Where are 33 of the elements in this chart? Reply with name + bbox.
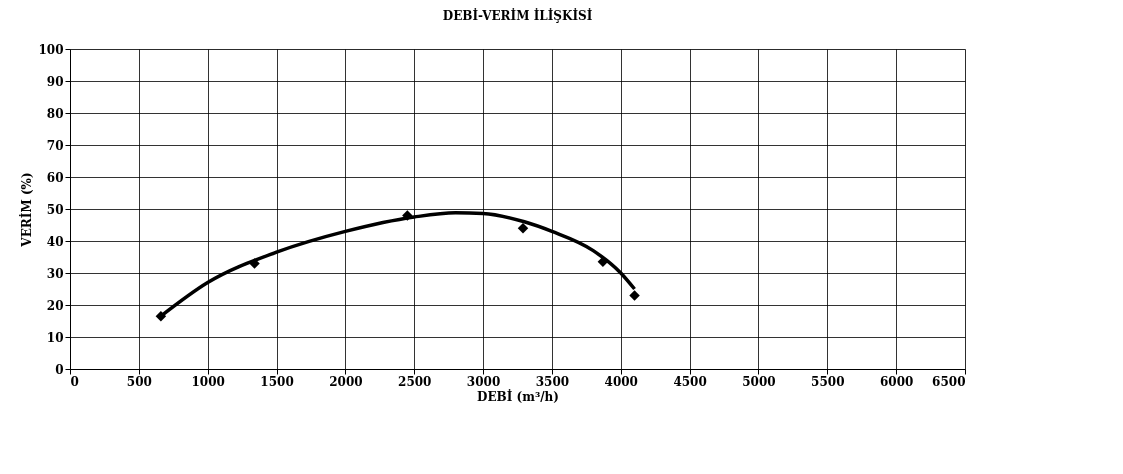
x-tick-label: 3500 <box>535 374 570 389</box>
y-tick-label: 20 <box>46 298 64 313</box>
point <box>249 258 260 269</box>
x-tick-label: 1500 <box>260 374 294 389</box>
x-tick-label: 2500 <box>398 374 432 389</box>
y-tick-label: 0 <box>55 362 64 377</box>
y-tick-label: 70 <box>46 138 64 153</box>
x-tick-label: 0 <box>70 374 79 389</box>
x-tick-label: 4500 <box>673 374 707 389</box>
x-tick-label: 6500 <box>932 374 966 389</box>
x-tick-label: 5000 <box>742 374 776 389</box>
x-axis-title: DEBİ (m³/h) <box>477 388 559 404</box>
point <box>155 310 167 322</box>
y-tick-label: 10 <box>46 330 64 345</box>
x-tick-label: 2000 <box>329 374 363 389</box>
point <box>517 222 529 234</box>
point <box>629 290 640 301</box>
x-tick-label: 5500 <box>811 374 845 389</box>
y-tick-label: 90 <box>46 74 64 89</box>
y-tick-label: 80 <box>46 106 64 121</box>
y-tick-label: 40 <box>46 234 64 249</box>
x-tick-label: 6000 <box>879 374 914 389</box>
x-tick-label: 3000 <box>466 374 501 389</box>
x-tick-label: 500 <box>126 374 152 389</box>
x-tick-label: 4000 <box>604 374 638 389</box>
point <box>402 210 413 221</box>
chart-title: DEBİ-VERİM İLİŞKİSİ <box>442 8 593 23</box>
y-tick-label: 100 <box>38 42 64 57</box>
y-tick-label: 60 <box>46 170 64 185</box>
y-axis-title: VERİM (%) <box>19 172 35 248</box>
y-tick-label: 50 <box>46 202 64 217</box>
x-tick-label: 1000 <box>191 374 225 389</box>
y-tick-label: 30 <box>46 266 64 281</box>
